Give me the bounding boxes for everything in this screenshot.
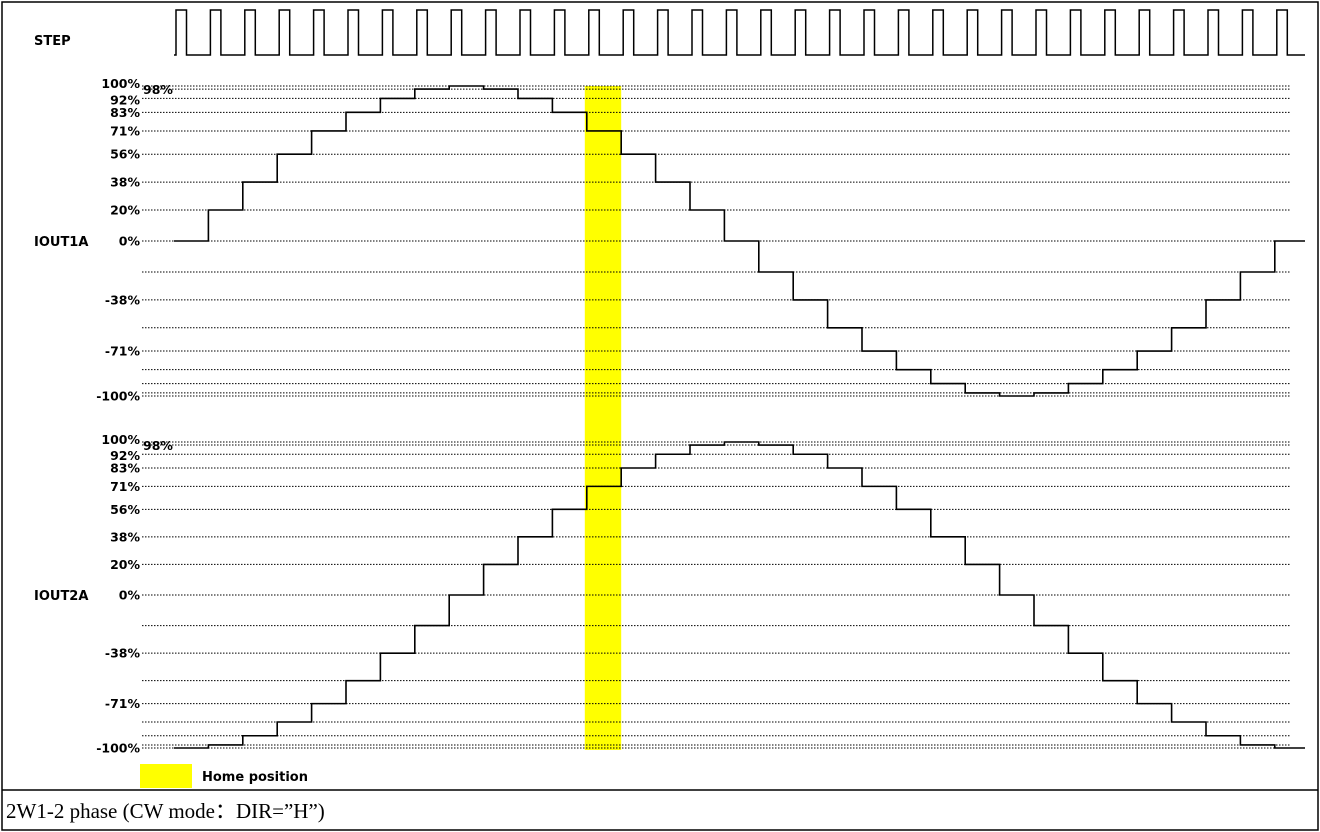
- tick-label: 0%: [119, 234, 141, 249]
- tick-label: 100%: [101, 76, 140, 91]
- iout1a-label: IOUT1A: [34, 235, 88, 250]
- home-position-legend-label: Home position: [202, 770, 308, 785]
- tick-label: 83%: [110, 105, 140, 120]
- trace-layer: [174, 85, 1305, 749]
- tick-label: 83%: [110, 461, 140, 476]
- tick-label: -71%: [105, 696, 141, 711]
- tick-label: 71%: [110, 479, 140, 494]
- tick-label: -38%: [105, 646, 141, 661]
- tick-label: -38%: [105, 292, 141, 307]
- tick-label: 56%: [110, 502, 140, 517]
- tick-label: 71%: [110, 123, 140, 138]
- tick-label: 38%: [110, 529, 140, 544]
- grid-layer: [142, 85, 1290, 749]
- tick-label: 56%: [110, 147, 140, 162]
- iout2a-label: IOUT2A: [34, 589, 88, 604]
- tick-label: 92%: [110, 92, 140, 107]
- tick-label: 38%: [110, 175, 140, 190]
- tick-label: 20%: [110, 557, 140, 572]
- home-position-band-layer: [584, 86, 622, 750]
- home-position-legend-swatch: [140, 764, 192, 788]
- tick-label: 20%: [110, 203, 140, 218]
- current-trace-iout2a: [174, 441, 1305, 749]
- tick-label: 0%: [119, 588, 141, 603]
- home-position-band: [584, 86, 622, 750]
- step-label: STEP: [34, 34, 71, 49]
- figure-caption: 2W1-2 phase (CW mode：DIR=”H”): [6, 799, 325, 823]
- tick-label: 92%: [110, 448, 140, 463]
- tick-label-layer: 100% 98%92%83%71%56%38%20%0%-38%-71%-100%…: [96, 76, 173, 756]
- tick-label: -100%: [96, 389, 140, 404]
- tick-label: 98%: [143, 82, 173, 97]
- current-trace-iout1a: [174, 85, 1305, 397]
- step-pulse-train: [174, 9, 1305, 56]
- tick-label: -100%: [96, 741, 140, 756]
- tick-label: -71%: [105, 344, 141, 359]
- tick-label: 100%: [101, 432, 140, 447]
- tick-label: 98%: [143, 438, 173, 453]
